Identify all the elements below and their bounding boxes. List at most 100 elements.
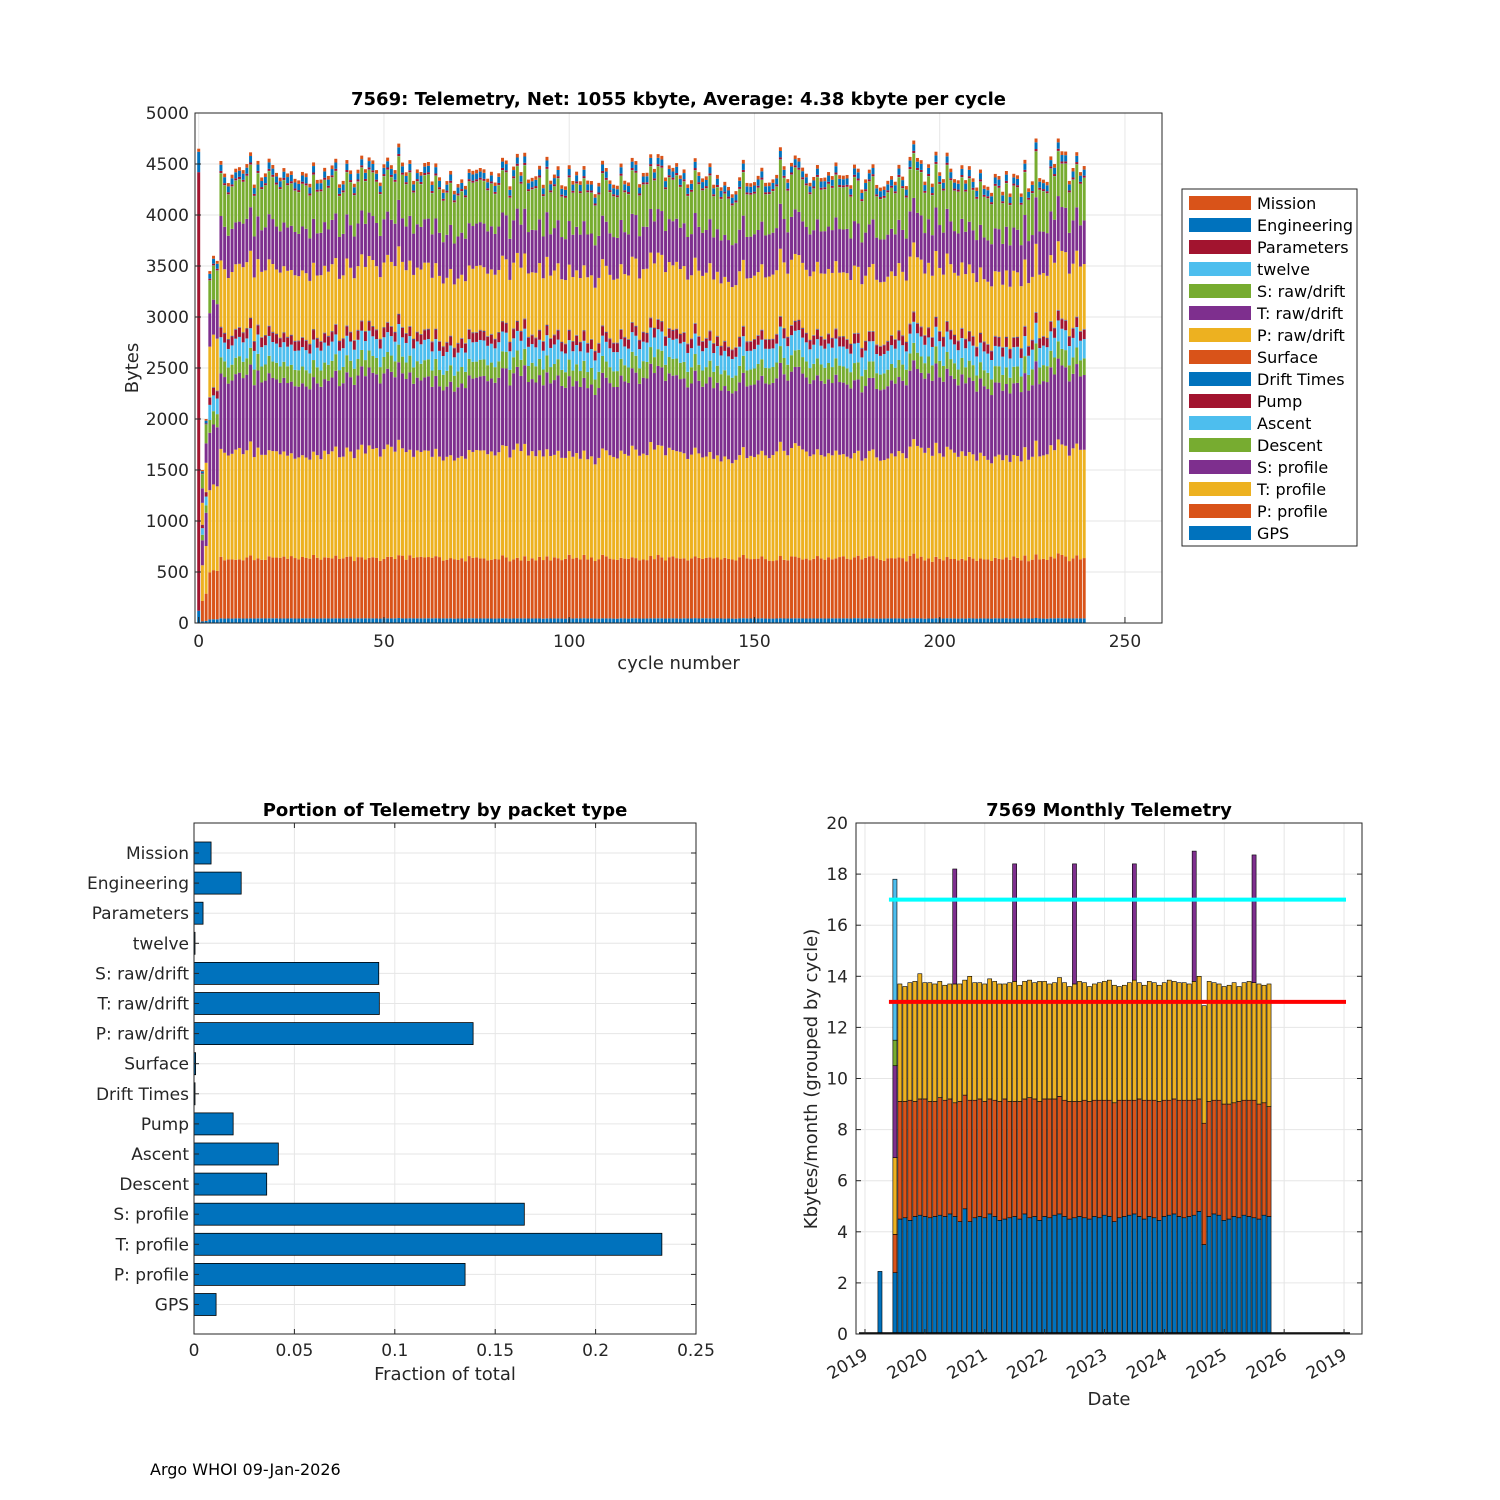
- cycle-bar-segment: [997, 179, 1001, 186]
- cycle-bar-segment: [367, 321, 371, 331]
- cycle-bar-segment: [756, 185, 760, 188]
- cycle-bar-segment: [667, 219, 671, 263]
- cycle-bar-segment: [878, 197, 882, 199]
- cycle-bar-segment: [412, 339, 416, 349]
- cycle-bar-segment: [338, 187, 341, 194]
- cycle-bar-segment: [638, 339, 642, 340]
- cycle-bar-segment: [204, 492, 208, 497]
- monthly-bar-segment: [917, 1098, 923, 1216]
- cycle-bar-segment: [712, 343, 716, 354]
- monthly-bar-segment: [977, 982, 983, 1100]
- cycle-bar-segment: [267, 325, 271, 327]
- monthly-bar-segment: [952, 1102, 958, 1217]
- cycle-bar-segment: [564, 558, 567, 619]
- cycle-bar-segment: [452, 284, 456, 348]
- cycle-bar-segment: [360, 349, 364, 367]
- cycle-bar-segment: [678, 269, 682, 334]
- cycle-bar-segment: [715, 271, 719, 336]
- monthly-bar-segment: [1201, 1122, 1207, 1245]
- cycle-bar-segment: [478, 330, 482, 331]
- cycle-bar-segment: [812, 363, 816, 381]
- cycle-bar-segment: [997, 558, 1001, 619]
- cycle-bar-segment: [538, 175, 542, 178]
- cycle-bar-segment: [504, 445, 508, 558]
- cycle-bar-segment: [252, 236, 256, 278]
- cycle-bar-segment: [575, 175, 579, 182]
- monthly-y-tick-label: 12: [826, 1018, 848, 1038]
- cycle-bar-segment: [827, 333, 831, 334]
- cycle-bar-segment: [530, 177, 534, 182]
- cycle-bar-segment: [745, 386, 749, 458]
- cycle-bar-segment: [360, 444, 364, 558]
- cycle-bar-segment: [330, 264, 334, 332]
- cycle-bar-segment: [715, 184, 719, 187]
- cycle-bar-segment: [601, 170, 605, 174]
- cycle-bar-segment: [697, 226, 701, 271]
- cycle-bar-segment: [382, 337, 386, 358]
- cycle-bar-segment: [493, 559, 497, 619]
- cycle-bar-segment: [893, 618, 897, 623]
- cycle-bar-segment: [237, 326, 241, 328]
- cycle-bar-segment: [908, 324, 912, 334]
- cycle-bar-segment: [667, 557, 671, 619]
- cycle-bar-segment: [449, 180, 453, 183]
- cycle-bar-segment: [426, 376, 430, 451]
- cycle-bar-segment: [1038, 384, 1042, 457]
- cycle-bar-segment: [823, 559, 827, 619]
- cycle-bar-segment: [967, 377, 971, 453]
- cycle-bar-segment: [282, 332, 286, 334]
- cycle-bar-segment: [971, 273, 975, 336]
- cycle-bar-segment: [249, 618, 253, 623]
- monthly-bar-segment: [1266, 1106, 1272, 1217]
- cycle-bar-segment: [386, 161, 390, 168]
- monthly-bar-segment: [892, 1039, 898, 1067]
- cycle-bar-segment: [286, 558, 290, 619]
- cycle-bar-segment: [441, 390, 445, 461]
- cycle-bar-segment: [623, 453, 627, 559]
- cycle-bar-segment: [749, 340, 753, 342]
- cycle-bar-segment: [897, 359, 901, 378]
- cycle-bar-segment: [956, 275, 960, 341]
- cycle-bar-segment: [1060, 161, 1064, 164]
- cycle-bar-segment: [630, 322, 634, 333]
- cycle-bar-segment: [382, 164, 386, 168]
- fraction-x-tick-label: 0.05: [275, 1341, 313, 1361]
- cycle-bar-segment: [478, 558, 482, 619]
- monthly-y-tick-label: 16: [826, 916, 848, 936]
- cycle-bar-segment: [927, 327, 931, 329]
- cycle-bar-segment: [512, 449, 516, 560]
- cycle-bar-segment: [638, 195, 642, 237]
- cycle-bar-segment: [226, 618, 230, 623]
- monthly-bar-segment: [937, 981, 943, 1098]
- cycle-bar-segment: [615, 189, 619, 196]
- cycle-bar-segment: [904, 186, 908, 190]
- cycle-bar-segment: [671, 339, 675, 359]
- cycle-bar-segment: [408, 326, 412, 337]
- cycle-bar-segment: [741, 355, 745, 373]
- cycle-bar-segment: [200, 565, 204, 601]
- cycle-bar-segment: [975, 347, 979, 357]
- cycle-bar-segment: [815, 329, 819, 330]
- cycle-bar-segment: [323, 167, 327, 172]
- cycle-bar-segment: [1001, 347, 1005, 357]
- cycle-bar-segment: [575, 171, 579, 176]
- cycle-bar-segment: [545, 449, 549, 557]
- cycle-bar-segment: [801, 618, 805, 623]
- cycle-bar-segment: [593, 561, 597, 619]
- cycle-bar-segment: [1004, 183, 1008, 227]
- monthly-bar-segment: [1032, 1098, 1037, 1217]
- cycle-bar-segment: [993, 335, 997, 337]
- cycle-bar-segment: [871, 330, 875, 332]
- cycle-bar-segment: [375, 170, 379, 174]
- cycle-bar-segment: [315, 455, 319, 558]
- cycle-bar-segment: [519, 560, 523, 619]
- cycle-bar-segment: [882, 560, 886, 619]
- cycle-bar-segment: [482, 618, 486, 623]
- monthly-bar-segment: [1256, 983, 1262, 1105]
- cycle-bar-segment: [738, 618, 742, 623]
- cycle-bar-segment: [526, 337, 530, 347]
- cycle-bar-segment: [745, 351, 749, 371]
- cycle-bar-segment: [708, 557, 712, 619]
- cycle-bar-segment: [689, 180, 693, 184]
- monthly-bar-segment: [947, 1213, 953, 1335]
